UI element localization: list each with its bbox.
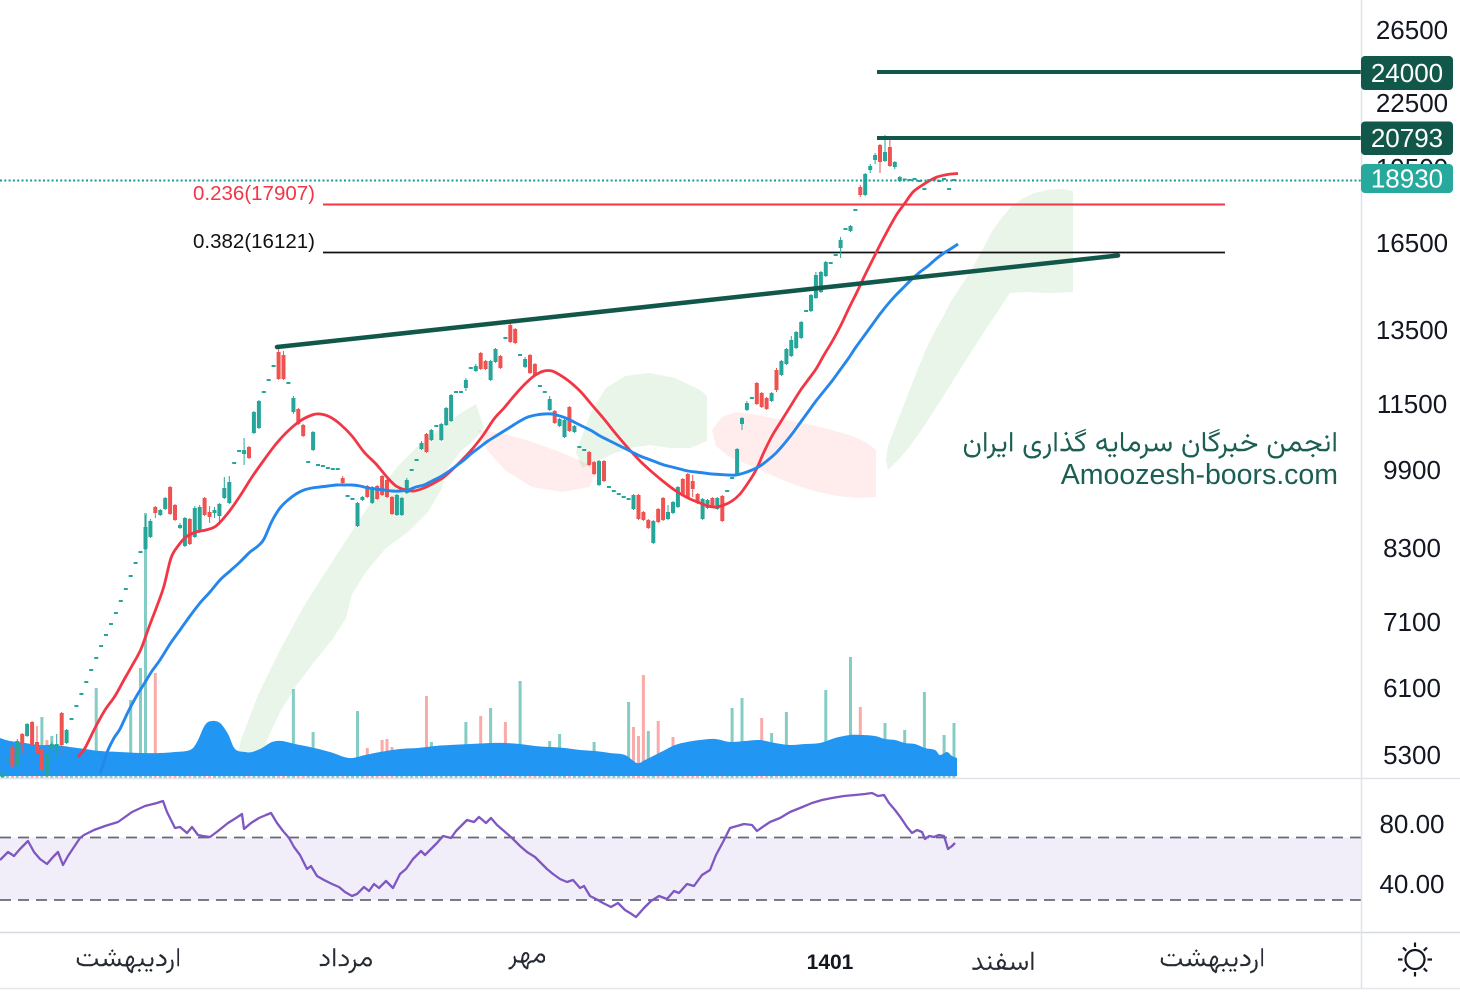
svg-text:22500: 22500 — [1376, 88, 1448, 118]
svg-text:20793: 20793 — [1371, 123, 1443, 153]
svg-text:40.00: 40.00 — [1379, 869, 1444, 899]
svg-text:0.236(17907): 0.236(17907) — [193, 182, 315, 205]
svg-text:13500: 13500 — [1376, 315, 1448, 345]
svg-text:1401: 1401 — [807, 951, 854, 974]
svg-text:0.382(16121): 0.382(16121) — [193, 230, 315, 253]
svg-text:7100: 7100 — [1383, 607, 1441, 637]
svg-text:9900: 9900 — [1383, 455, 1441, 485]
svg-text:80.00: 80.00 — [1379, 809, 1444, 839]
svg-text:24000: 24000 — [1371, 58, 1443, 88]
svg-text:11500: 11500 — [1377, 389, 1447, 419]
svg-text:18930: 18930 — [1371, 164, 1443, 194]
svg-text:16500: 16500 — [1376, 228, 1448, 258]
svg-text:8300: 8300 — [1383, 533, 1441, 563]
svg-text:6100: 6100 — [1383, 673, 1441, 703]
svg-text:5300: 5300 — [1383, 740, 1441, 770]
svg-text:Amoozesh-boors.com: Amoozesh-boors.com — [1061, 459, 1338, 491]
svg-text:26500: 26500 — [1376, 15, 1448, 45]
